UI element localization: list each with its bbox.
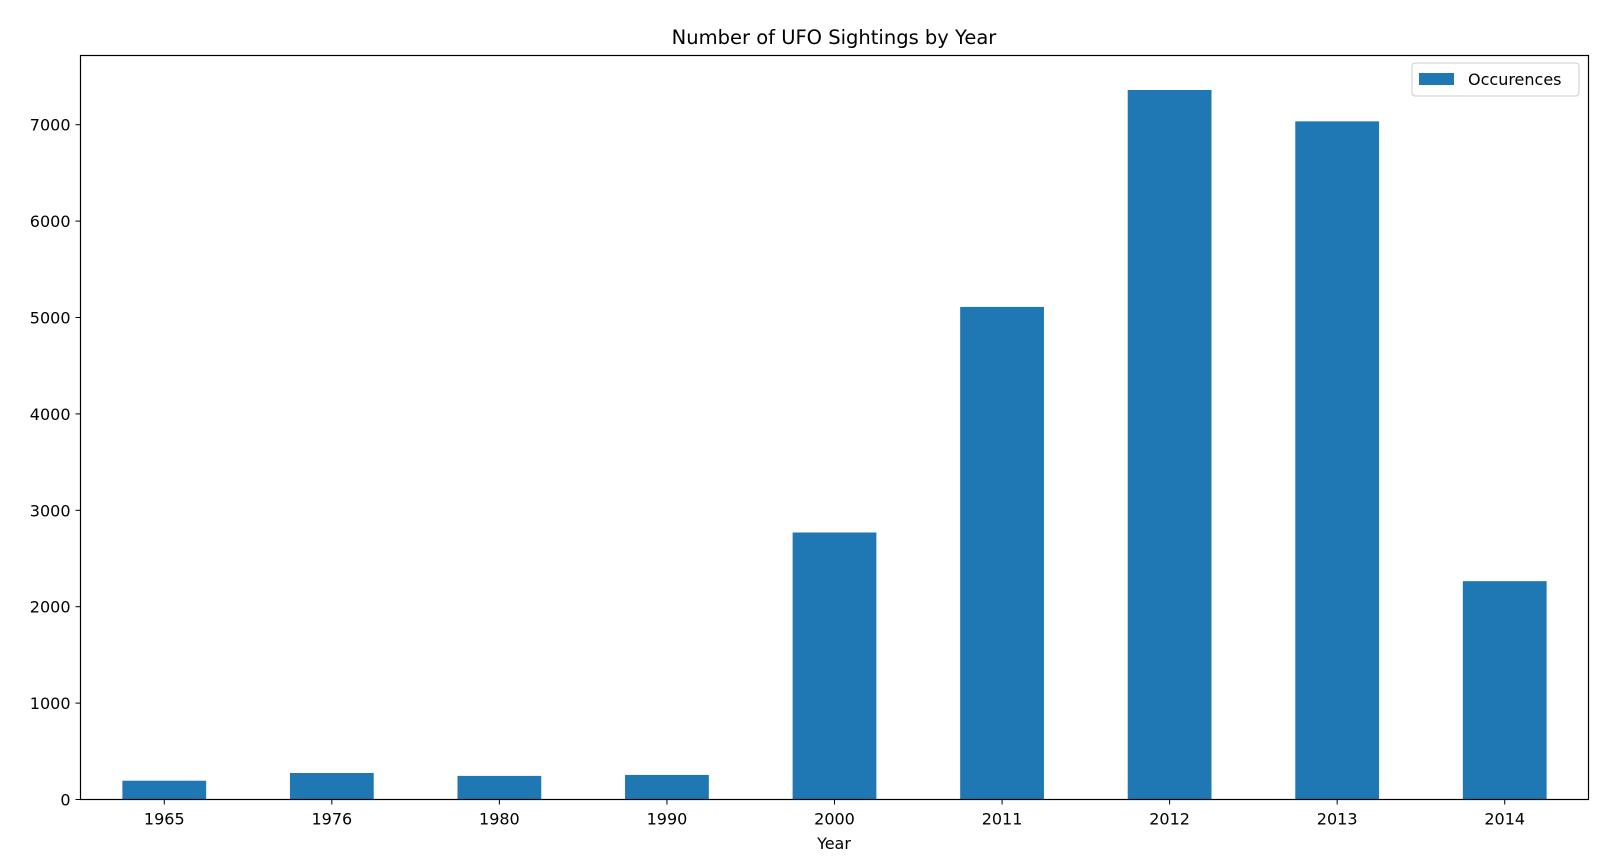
bar-1965	[122, 780, 207, 800]
y-tick-label-6000: 6000	[30, 212, 71, 231]
x-tick-label-2011: 2011	[982, 810, 1023, 829]
bar-1990	[625, 774, 709, 800]
x-tick-label-1976: 1976	[311, 810, 352, 829]
bar-2013	[1295, 121, 1380, 800]
x-tick-label-1965: 1965	[144, 810, 185, 829]
y-tick-label-4000: 4000	[30, 405, 71, 424]
y-tick-label-7000: 7000	[30, 116, 71, 135]
y-axis: 0 1000 2000 3000 4000 5000 6000 7000	[30, 116, 81, 810]
bar-2012	[1127, 90, 1212, 800]
x-tick-label-2012: 2012	[1149, 810, 1190, 829]
x-tick-label-2000: 2000	[814, 810, 855, 829]
bar-2014	[1462, 581, 1547, 800]
legend-label: Occurences	[1468, 70, 1562, 89]
bar-2000	[792, 532, 877, 800]
legend-box	[1411, 62, 1580, 97]
y-tick-label-5000: 5000	[30, 309, 71, 328]
y-tick-label-2000: 2000	[30, 598, 71, 617]
x-tick-label-2013: 2013	[1317, 810, 1358, 829]
x-tick-label-1980: 1980	[479, 810, 520, 829]
x-axis-label: Year	[816, 834, 851, 853]
plot-frame	[79, 54, 1590, 801]
bar-1980	[457, 775, 542, 800]
legend-swatch	[1419, 73, 1454, 85]
x-tick-label-2014: 2014	[1484, 810, 1525, 829]
y-tick-label-3000: 3000	[30, 501, 71, 520]
x-axis: 1965 1976 1980 1990 2000 2011 2012 2013 2014	[144, 799, 1525, 829]
bar-1976	[289, 772, 374, 800]
y-tick-label-0: 0	[60, 791, 70, 810]
x-tick-label-1990: 1990	[647, 810, 688, 829]
bars-group	[122, 90, 1547, 800]
legend: Occurences	[1411, 62, 1580, 97]
bar-2011	[960, 306, 1044, 800]
chart-title: Number of UFO Sightings by Year	[672, 26, 998, 49]
y-tick-label-1000: 1000	[30, 694, 71, 713]
